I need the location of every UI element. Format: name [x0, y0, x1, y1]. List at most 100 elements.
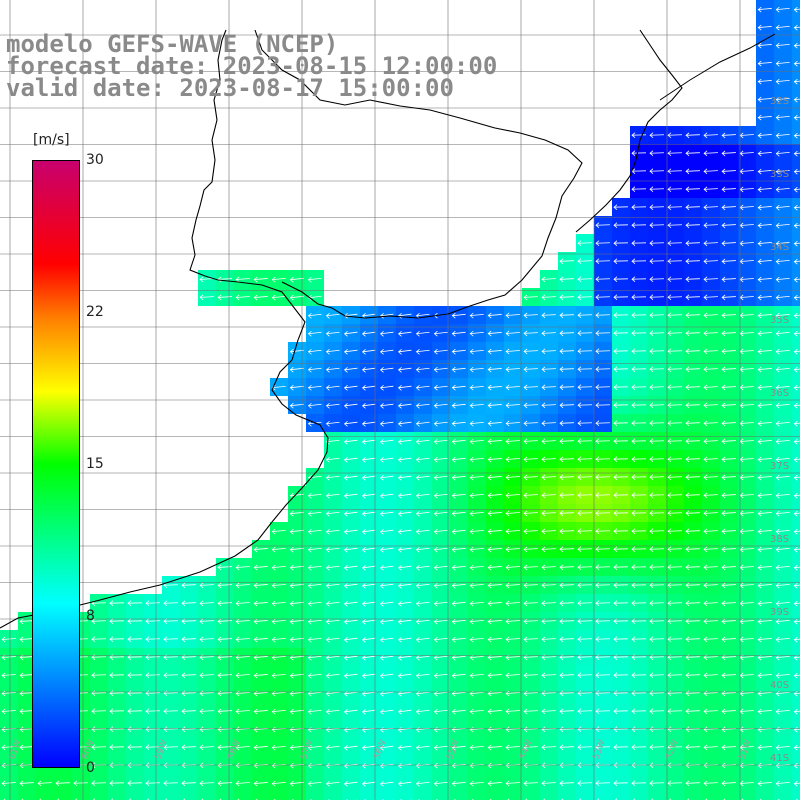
wind-arrow — [793, 636, 800, 643]
wind-arrow — [505, 438, 520, 445]
wind-cell — [792, 126, 800, 144]
wind-arrow — [721, 618, 736, 625]
wind-cell — [378, 792, 396, 800]
wind-arrow — [703, 618, 718, 625]
wind-arrow — [397, 421, 412, 427]
wind-arrow — [577, 438, 592, 445]
wind-arrow — [667, 564, 682, 571]
wind-cell — [792, 360, 800, 378]
wind-arrow — [667, 402, 682, 409]
wind-arrow — [775, 510, 790, 517]
wind-arrow — [505, 366, 520, 373]
wind-arrow — [343, 511, 358, 517]
wind-arrow — [433, 456, 448, 463]
wind-arrow — [361, 421, 376, 427]
wind-cell — [324, 792, 342, 800]
wind-arrow — [289, 780, 304, 787]
wind-arrow — [721, 330, 736, 337]
wind-arrow — [559, 510, 574, 517]
wind-arrow — [649, 312, 664, 319]
wind-arrow — [469, 546, 484, 553]
wind-arrow — [325, 708, 340, 715]
wind-arrow — [343, 673, 358, 679]
wind-cell — [756, 792, 774, 800]
wind-arrow — [379, 565, 394, 571]
wind-arrow — [649, 366, 664, 373]
wind-arrow — [109, 600, 124, 607]
wind-arrow — [757, 438, 772, 445]
wind-arrow — [109, 672, 124, 679]
wind-arrow — [793, 348, 800, 355]
wind-arrow — [757, 582, 772, 589]
wind-arrow — [775, 744, 790, 751]
coastline — [0, 29, 683, 629]
wind-arrow — [757, 420, 772, 427]
wind-arrow — [595, 222, 610, 229]
wind-arrow — [163, 618, 178, 625]
wind-arrow — [487, 438, 502, 445]
wind-arrow — [649, 546, 664, 553]
wind-cell — [792, 702, 800, 720]
wind-arrow — [217, 600, 232, 607]
wind-arrow — [667, 438, 682, 445]
wind-arrow — [253, 672, 268, 679]
wind-arrow — [541, 510, 556, 517]
wind-arrow — [577, 510, 592, 517]
wind-arrow — [721, 492, 736, 499]
wind-arrow — [775, 78, 790, 85]
wind-arrow — [649, 618, 664, 625]
wind-arrow — [559, 474, 574, 481]
wind-arrow — [253, 294, 268, 301]
latitude-label: 37S — [770, 461, 789, 472]
wind-cell — [648, 792, 666, 800]
wind-arrow — [487, 672, 502, 679]
wind-arrow — [541, 780, 556, 787]
wind-arrow — [325, 780, 340, 787]
wind-arrow — [415, 348, 430, 355]
wind-arrow — [631, 438, 646, 445]
wind-arrow — [775, 330, 790, 337]
wind-arrow — [613, 330, 628, 337]
wind-arrow — [253, 744, 268, 751]
wind-arrow — [397, 529, 412, 535]
wind-arrow — [451, 780, 466, 787]
wind-arrow — [721, 402, 736, 409]
wind-arrow — [451, 492, 466, 499]
wind-arrow — [163, 726, 178, 733]
wind-arrow — [289, 654, 304, 661]
wind-arrow — [793, 474, 800, 481]
wind-arrow — [577, 690, 592, 697]
wind-arrow — [793, 582, 800, 589]
wind-arrow — [271, 744, 286, 751]
wind-arrow — [433, 618, 448, 625]
wind-arrow — [451, 546, 466, 553]
wind-arrow — [649, 744, 664, 751]
wind-arrow — [685, 330, 700, 337]
wind-arrow — [307, 672, 322, 679]
wind-arrow — [613, 528, 628, 535]
wind-arrow — [235, 582, 250, 589]
wind-arrow — [451, 330, 466, 337]
wind-cell — [36, 792, 54, 800]
wind-arrow — [469, 564, 484, 571]
map-title-model: modelo GEFS-WAVE (NCEP) — [6, 30, 339, 58]
wind-arrow — [307, 492, 322, 499]
wind-arrow — [487, 420, 502, 427]
wind-arrow — [469, 672, 484, 679]
wind-arrow — [559, 438, 574, 445]
wind-arrow — [325, 474, 340, 481]
wind-cell — [792, 324, 800, 342]
wind-cell — [792, 162, 800, 180]
wind-arrow — [613, 492, 628, 499]
wind-cell — [792, 612, 800, 630]
wind-cell — [594, 792, 612, 800]
wind-arrow — [703, 186, 718, 193]
wind-arrow — [649, 726, 664, 733]
wind-arrow — [433, 672, 448, 679]
wind-arrow — [685, 528, 700, 535]
wind-arrow — [541, 276, 556, 283]
wind-arrow — [721, 294, 736, 301]
wind-arrow — [523, 582, 538, 589]
wind-cell — [306, 792, 324, 800]
wind-arrow — [793, 6, 800, 13]
